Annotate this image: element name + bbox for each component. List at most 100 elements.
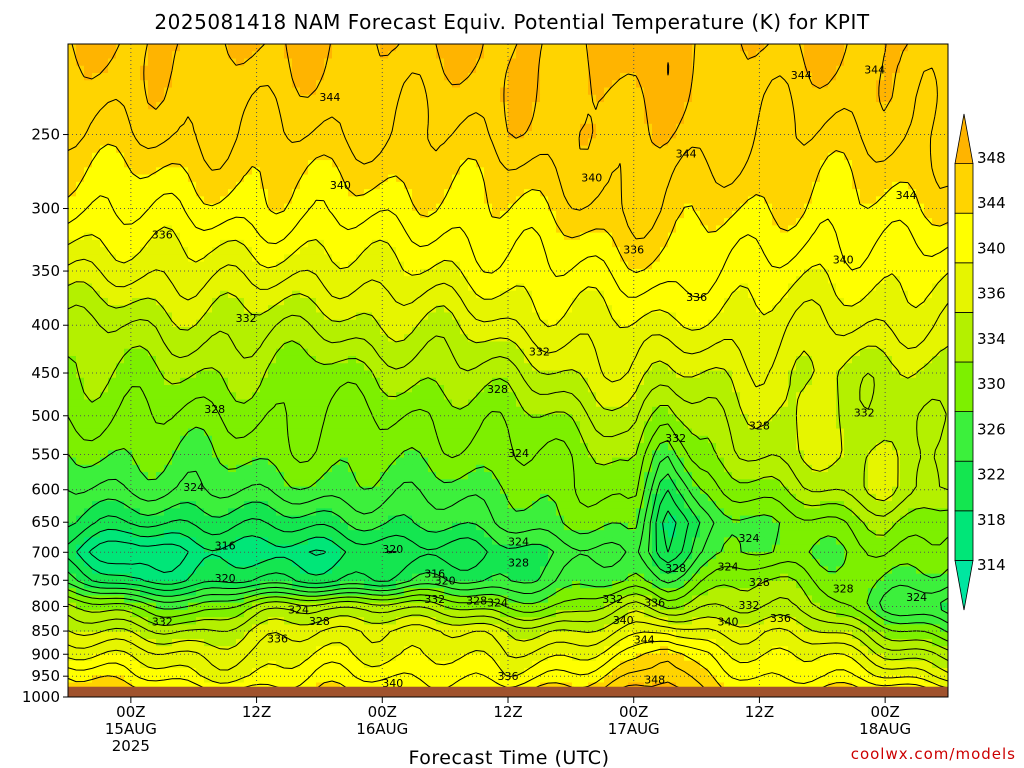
- heatmap-cell: [780, 203, 789, 212]
- heatmap-cell: [716, 290, 725, 299]
- heatmap-cell: [572, 196, 581, 205]
- heatmap-cell: [220, 326, 229, 335]
- heatmap-cell: [732, 210, 741, 219]
- heatmap-cell: [828, 363, 837, 372]
- heatmap-cell: [604, 334, 613, 343]
- heatmap-cell: [492, 160, 501, 168]
- heatmap-cell: [780, 341, 789, 350]
- heatmap-cell: [508, 348, 517, 357]
- heatmap-cell: [324, 370, 333, 379]
- heatmap-cell: [684, 232, 693, 241]
- heatmap-cell: [612, 145, 621, 154]
- heatmap-cell: [388, 218, 397, 226]
- heatmap-cell: [676, 80, 685, 89]
- heatmap-cell: [292, 116, 301, 125]
- heatmap-cell: [668, 247, 677, 256]
- heatmap-cell: [628, 210, 637, 219]
- heatmap-cell: [860, 80, 869, 89]
- heatmap-cell: [220, 261, 229, 270]
- heatmap-cell: [836, 348, 845, 357]
- heatmap-cell: [92, 268, 101, 277]
- heatmap-cell: [164, 355, 173, 364]
- heatmap-cell: [140, 152, 149, 161]
- heatmap-cell: [708, 319, 717, 328]
- heatmap-cell: [668, 138, 677, 147]
- heatmap-cell: [620, 276, 629, 285]
- heatmap-cell: [636, 116, 645, 125]
- heatmap-cell: [644, 312, 653, 321]
- heatmap-cell: [836, 203, 845, 212]
- heatmap-cell: [828, 87, 837, 96]
- heatmap-cell: [628, 225, 637, 234]
- heatmap-cell: [476, 145, 485, 154]
- heatmap-cell: [476, 326, 485, 335]
- heatmap-cell: [932, 225, 941, 234]
- heatmap-cell: [716, 73, 725, 81]
- heatmap-cell: [444, 116, 453, 125]
- heatmap-cell: [780, 305, 789, 314]
- heatmap-cell: [780, 65, 789, 74]
- heatmap-cell: [588, 341, 597, 350]
- heatmap-cell: [764, 312, 773, 321]
- heatmap-cell: [788, 254, 797, 263]
- heatmap-cell: [836, 174, 845, 183]
- heatmap-cell: [628, 44, 637, 52]
- heatmap-cell: [548, 276, 557, 285]
- heatmap-cell: [492, 290, 501, 299]
- heatmap-cell: [724, 341, 733, 350]
- heatmap-cell: [868, 261, 877, 270]
- heatmap-cell: [276, 218, 285, 226]
- heatmap-cell: [468, 160, 477, 168]
- heatmap-cell: [140, 334, 149, 343]
- heatmap-cell: [380, 87, 389, 96]
- heatmap-cell: [804, 261, 813, 270]
- heatmap-cell: [836, 254, 845, 263]
- heatmap-cell: [292, 102, 301, 110]
- heatmap-cell: [156, 283, 165, 292]
- heatmap-cell: [772, 203, 781, 212]
- heatmap-cell: [196, 181, 205, 190]
- heatmap-cell: [540, 268, 549, 277]
- heatmap-cell: [140, 348, 149, 357]
- heatmap-cell: [460, 319, 469, 328]
- heatmap-cell: [868, 196, 877, 205]
- heatmap-cell: [868, 138, 877, 147]
- heatmap-cell: [476, 160, 485, 168]
- heatmap-cell: [532, 160, 541, 168]
- heatmap-cell: [532, 73, 541, 81]
- heatmap-cell: [404, 254, 413, 263]
- heatmap-cell: [420, 268, 429, 277]
- heatmap-cell: [284, 102, 293, 110]
- heatmap-cell: [316, 210, 325, 219]
- heatmap-cell: [740, 181, 749, 190]
- heatmap-cell: [444, 276, 453, 285]
- heatmap-cell: [92, 334, 101, 343]
- heatmap-cell: [460, 145, 469, 154]
- heatmap-cell: [284, 297, 293, 306]
- heatmap-cell: [812, 218, 821, 226]
- heatmap-cell: [660, 334, 669, 343]
- heatmap-cell: [268, 109, 277, 118]
- heatmap-cell: [476, 87, 485, 96]
- heatmap-cell: [316, 174, 325, 183]
- heatmap-cell: [92, 254, 101, 263]
- heatmap-cell: [756, 218, 765, 226]
- heatmap-cell: [796, 341, 805, 350]
- heatmap-cell: [932, 261, 941, 270]
- heatmap-cell: [628, 232, 637, 241]
- heatmap-cell: [508, 305, 517, 314]
- heatmap-cell: [100, 181, 109, 190]
- heatmap-cell: [300, 247, 309, 256]
- heatmap-cell: [868, 218, 877, 226]
- heatmap-cell: [188, 370, 197, 379]
- heatmap-cell: [844, 160, 853, 168]
- heatmap-cell: [484, 65, 493, 74]
- heatmap-cell: [308, 305, 317, 314]
- heatmap-cell: [532, 203, 541, 212]
- heatmap-cell: [324, 232, 333, 241]
- heatmap-cell: [396, 334, 405, 343]
- heatmap-cell: [356, 363, 365, 372]
- heatmap-cell: [316, 218, 325, 226]
- heatmap-cell: [324, 319, 333, 328]
- heatmap-cell: [516, 44, 525, 52]
